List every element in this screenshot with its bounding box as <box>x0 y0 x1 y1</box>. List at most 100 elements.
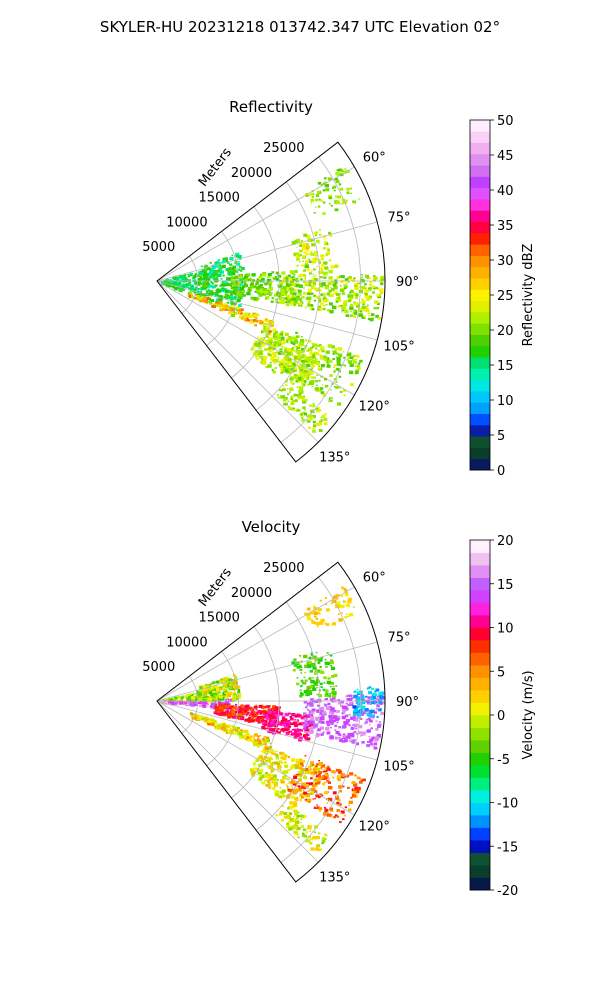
echo-gate <box>367 701 372 705</box>
echo-gate <box>281 771 285 774</box>
echo-gate <box>284 712 289 717</box>
echo-gate <box>296 356 301 360</box>
echo-gate <box>295 295 300 300</box>
echo-gate <box>350 726 353 729</box>
echo-gate <box>365 695 368 698</box>
echo-gate <box>364 283 367 286</box>
colorbar-tick-label: 5 <box>497 429 505 444</box>
echo-gate <box>215 697 218 700</box>
echo-gate <box>301 243 305 246</box>
echo-gate <box>370 695 373 698</box>
echo-gate <box>204 264 207 267</box>
echo-gate <box>283 756 286 759</box>
echo-gate <box>377 723 382 727</box>
echo-gate <box>317 349 320 352</box>
echo-gate <box>335 768 340 772</box>
echo-gate <box>214 278 219 282</box>
echo-gate <box>320 618 325 623</box>
echo-gate <box>285 354 288 356</box>
echo-gate <box>256 711 259 714</box>
echo-gate <box>338 770 343 774</box>
echo-gate <box>206 294 208 297</box>
echo-gate <box>380 291 384 294</box>
echo-gate <box>307 722 310 725</box>
echo-gate <box>314 669 318 672</box>
echo-gate <box>242 706 246 709</box>
echo-gate <box>303 380 307 383</box>
echo-gate <box>334 724 338 728</box>
echo-gate <box>230 296 234 299</box>
echo-gate <box>286 359 290 363</box>
echo-gate <box>314 771 318 774</box>
echo-gate <box>264 329 269 333</box>
echo-gate <box>320 302 324 306</box>
echo-gate <box>263 328 266 330</box>
echo-gate <box>336 169 339 172</box>
echo-gate <box>309 703 314 707</box>
echo-gate <box>278 760 283 763</box>
echo-gate <box>259 349 262 352</box>
echo-gate <box>264 321 267 323</box>
echo-gate <box>318 621 324 625</box>
echo-gate <box>357 710 362 714</box>
echo-gate <box>290 769 292 771</box>
echo-gate <box>320 686 323 689</box>
echo-gate <box>323 722 326 724</box>
echo-gate <box>311 662 316 667</box>
echo-gate <box>289 391 291 393</box>
colorbar-segment <box>470 627 490 641</box>
echo-gate <box>233 728 237 731</box>
echo-gate <box>355 705 360 709</box>
echo-gate <box>249 707 253 710</box>
echo-gate <box>272 768 275 771</box>
echo-gate <box>228 682 233 687</box>
echo-gate <box>202 717 205 720</box>
echo-gate <box>203 274 208 278</box>
echo-gate <box>301 348 305 351</box>
echo-gate <box>306 245 310 249</box>
echo-gate <box>299 795 301 797</box>
echo-gate <box>296 814 300 817</box>
echo-gate <box>207 300 210 302</box>
echo-gate <box>347 597 353 601</box>
echo-gate <box>208 691 212 695</box>
echo-gate <box>361 700 366 704</box>
echo-gate <box>302 260 305 263</box>
echo-gate <box>252 319 256 322</box>
echo-gate <box>355 354 359 358</box>
echo-gate <box>269 742 272 745</box>
colorbar-tick-label: 0 <box>497 464 505 479</box>
echo-gate <box>366 718 369 721</box>
colorbar-segment <box>470 752 490 766</box>
echo-gate <box>267 765 270 768</box>
echo-gate <box>231 713 236 717</box>
echo-gate <box>330 691 333 694</box>
echo-gate <box>297 771 300 773</box>
echo-gate <box>331 675 335 678</box>
polar-grid <box>156 156 385 443</box>
echo-gate <box>284 332 289 337</box>
echo-gate <box>275 750 278 752</box>
echo-gate <box>305 839 310 843</box>
colorbar-segment <box>470 602 490 616</box>
echo-gate <box>204 690 208 694</box>
echo-gate <box>313 268 316 271</box>
echo-gate <box>273 783 278 787</box>
echo-gate <box>336 815 340 818</box>
echo-gate <box>202 296 207 300</box>
echo-gate <box>299 300 303 303</box>
echo-gate <box>335 195 338 198</box>
echo-gate <box>271 353 275 356</box>
echo-gate <box>280 724 283 726</box>
echo-gate <box>250 282 254 285</box>
echo-gate <box>247 279 251 282</box>
echo-gate <box>340 810 345 814</box>
echo-gate <box>304 713 307 716</box>
echo-gate <box>348 800 353 804</box>
radial-axis-label: Meters <box>196 565 235 610</box>
echo-gate <box>295 394 298 396</box>
echo-gate <box>217 711 221 713</box>
echo-gate <box>349 303 354 307</box>
echo-gate <box>361 276 363 278</box>
echo-gate <box>180 696 184 699</box>
